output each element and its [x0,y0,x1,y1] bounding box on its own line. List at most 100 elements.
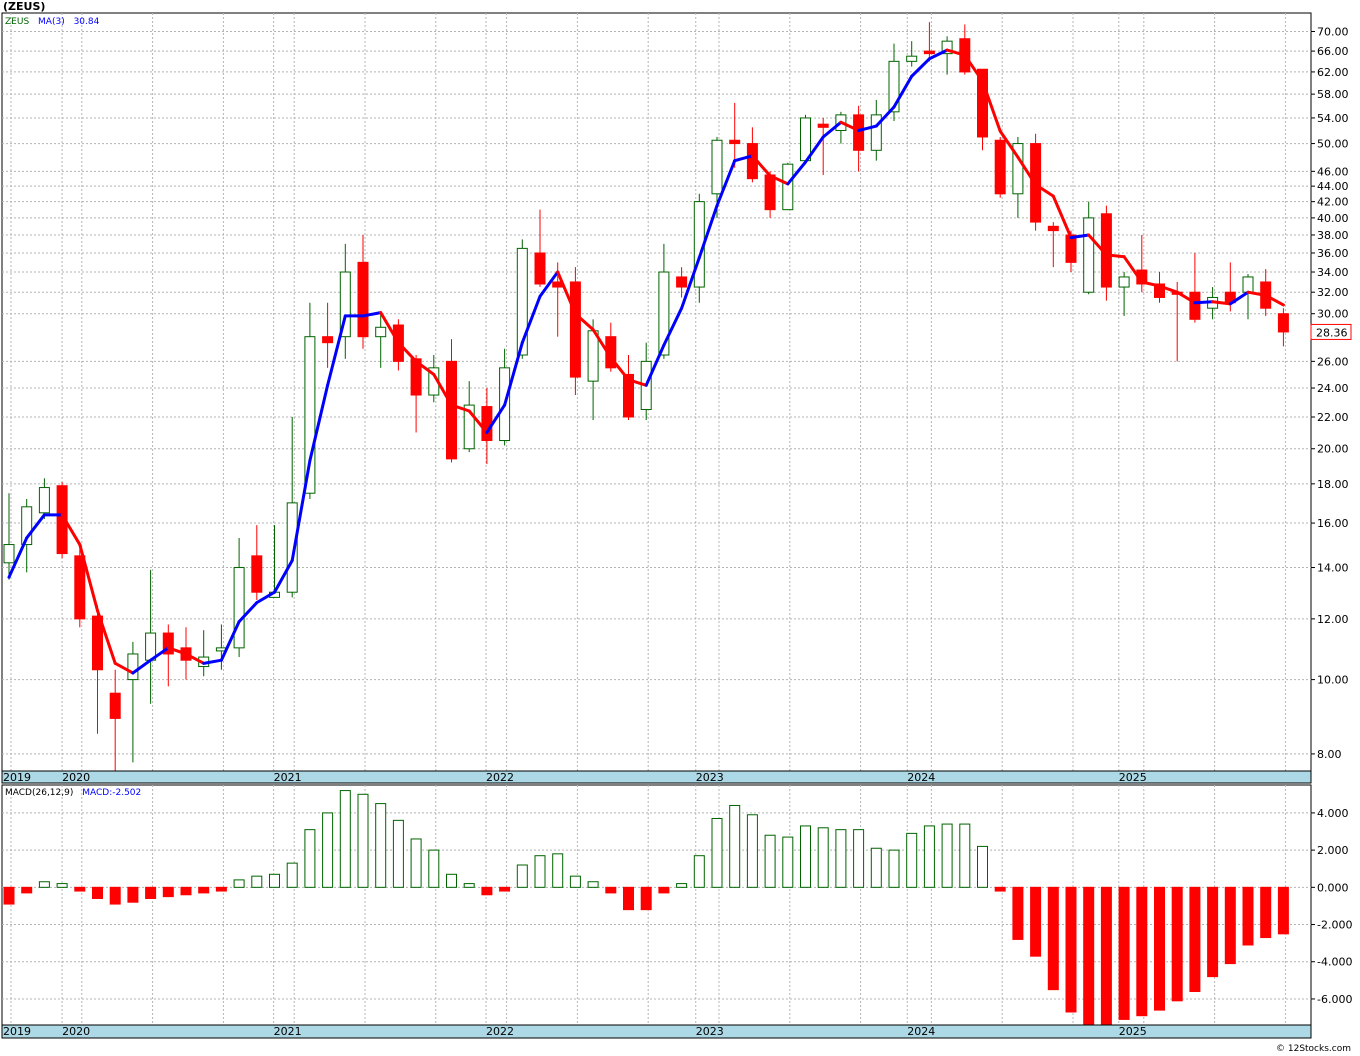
candle-body [888,60,900,113]
candle-body [1012,143,1024,195]
candle-body [764,174,776,211]
macd-date-band [1,1024,1312,1039]
candle-body [357,261,369,338]
macd-bar [959,823,971,888]
price-tick-label: 30.00 [1317,308,1349,321]
macd-bar [1171,886,1183,1002]
macd-bar [1242,886,1254,946]
ma-segment [78,543,99,613]
ma-segment [60,513,82,547]
candle-body [74,555,86,620]
candle-body [676,276,688,288]
price-tick-label: 70.00 [1317,26,1349,39]
last-price-box [1310,323,1352,340]
ma-segment [308,383,330,463]
ma-segment [520,294,542,345]
ma-segment [662,306,684,347]
macd-bar [835,829,847,888]
macd-bar [853,829,865,888]
candle-body [817,123,829,128]
price-year-label: 2021 [274,771,302,784]
candle [1012,136,1024,218]
macd-bar [38,881,50,888]
macd-y-axis: 4.000 2.000 0.000 -2.000 -4.000 -6.000 [1311,807,1352,1006]
macd-bar [1277,886,1289,935]
candle-body [92,615,103,671]
ma-segment [750,154,772,178]
candle [410,355,422,433]
candle-body [481,406,493,442]
macd-bar [1100,886,1112,1026]
ma-segment [202,658,223,665]
ma-segment [892,74,914,109]
macd-year-label: 2025 [1119,1025,1147,1038]
macd-x-axis: 2019 2020 2021 2022 2023 2024 2025 [3,1025,1147,1038]
macd-legend: MACD(26,12,9) MACD:-2.502 [5,788,141,798]
candle-body [109,692,121,719]
candle-body [923,50,935,55]
macd-legend-value: MACD:-2.502 [82,788,141,798]
macd-bar [977,845,988,888]
legend-ma-value: 30.84 [74,17,100,27]
ma-segment [7,536,29,579]
candle [162,624,174,687]
ma-segment [786,160,807,186]
ma-segment [1051,194,1073,240]
ma-segment [556,270,577,316]
macd-tick-label: -2.000 [1317,919,1352,932]
macd-bar [923,825,935,888]
macd-bar [782,836,794,888]
candle-body [977,68,988,138]
macd-bar [1030,886,1042,957]
ma-segment [1140,280,1161,288]
macd-bar [392,819,404,888]
macd-year-label: 2020 [62,1025,90,1038]
ma-segment [1246,290,1268,297]
price-tick-label: 66.00 [1317,45,1349,58]
ma-segment [361,311,383,318]
macd-bar [322,812,334,888]
ma-segment [1122,255,1144,284]
candle-body [286,502,298,593]
candle-body [3,544,15,564]
ma-segment [237,601,259,624]
price-tick-label: 50.00 [1317,138,1349,151]
candle [74,549,86,628]
candle-body [251,555,263,593]
ma-segment [910,57,931,78]
candle [906,41,918,67]
last-price-marker: 28.36 [1310,323,1352,340]
ma-segment [768,174,790,186]
ma-segment [255,590,276,605]
macd-bar [180,886,192,896]
legend-ticker: ZEUS [5,17,29,27]
macd-bar [746,814,758,888]
candle [109,669,121,771]
macd-bar [251,875,263,888]
macd-bar [74,886,86,892]
macd-bar [1224,886,1236,965]
candle [339,243,351,359]
ma-segment [804,135,825,164]
candle-body [534,252,546,285]
macd-bar [92,886,103,899]
macd-tick-label: 4.000 [1317,807,1349,820]
price-legend: ZEUS MA(3) 30.84 [5,17,100,27]
macd-bar [1136,886,1148,1017]
candle [233,537,245,658]
candle-body [1118,276,1130,288]
candle [870,99,882,161]
candle [941,36,953,75]
candle [569,267,581,396]
candle-body [587,330,599,382]
ma-segment [715,159,737,208]
macd-bar [304,829,316,888]
price-tick-label: 42.00 [1317,196,1349,209]
macd-bar [1154,886,1165,1011]
price-tick-label: 32.00 [1317,286,1349,299]
price-tick-label: 54.00 [1317,112,1349,125]
macd-bar [1189,886,1201,993]
ma-segment [1016,155,1038,187]
macd-bar [127,886,139,903]
